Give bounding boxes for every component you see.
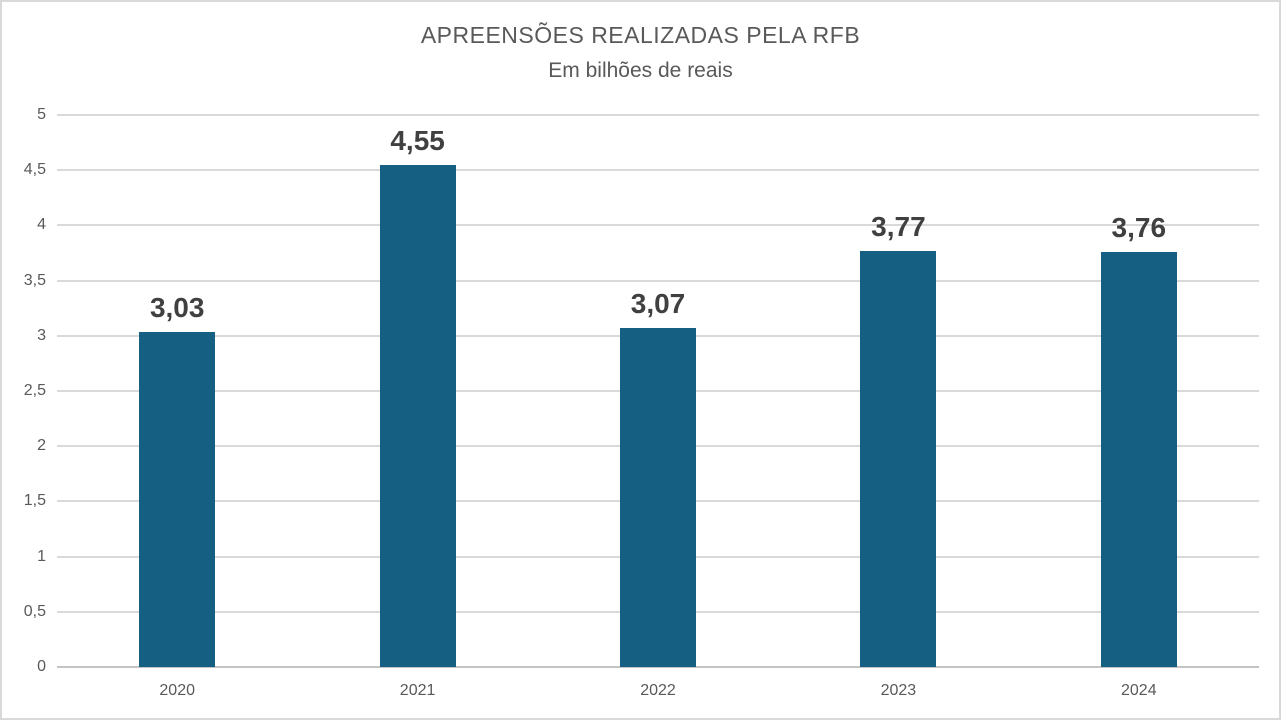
bar-2023: [860, 250, 937, 667]
value-label-2021: 4,55: [390, 124, 445, 156]
chart-subtitle: Em bilhões de reais: [548, 59, 733, 82]
y-tick-label: 0: [37, 658, 46, 675]
value-label-2022: 3,07: [630, 288, 686, 320]
y-tick-label: 2: [37, 437, 46, 455]
gridline: [57, 114, 1259, 116]
bar-2021: [379, 164, 456, 667]
y-tick-label: 0,5: [23, 602, 46, 620]
y-tick-label: 1,5: [23, 492, 46, 510]
y-tick-label: 3: [37, 326, 46, 344]
bar-2022: [620, 328, 696, 667]
value-label-2024: 3,76: [1111, 211, 1167, 243]
x-axis-line: [57, 666, 1259, 668]
y-tick-label: 3,5: [23, 271, 46, 289]
y-tick-label: 2,5: [23, 382, 46, 399]
y-tick-label: 5: [37, 106, 46, 123]
chart-title: APREENSÕES REALIZADAS PELA RFB: [420, 22, 861, 48]
x-tick-label-2023: 2023: [880, 682, 917, 699]
bar-2020: [139, 332, 216, 667]
gridline: [57, 224, 1259, 227]
value-label-2020: 3,03: [149, 292, 205, 324]
gridline: [57, 279, 1259, 282]
value-label-2023: 3,77: [871, 210, 926, 242]
x-tick-label-2022: 2022: [640, 682, 676, 699]
gridline: [57, 169, 1259, 172]
x-tick-label-2024: 2024: [1121, 682, 1157, 699]
y-tick-label: 1: [37, 547, 46, 565]
x-tick-label-2020: 2020: [159, 682, 195, 699]
x-tick-label-2021: 2021: [399, 682, 436, 699]
y-tick-label: 4,5: [23, 161, 46, 179]
bar-2024: [1100, 251, 1177, 667]
y-tick-label: 4: [37, 216, 46, 234]
